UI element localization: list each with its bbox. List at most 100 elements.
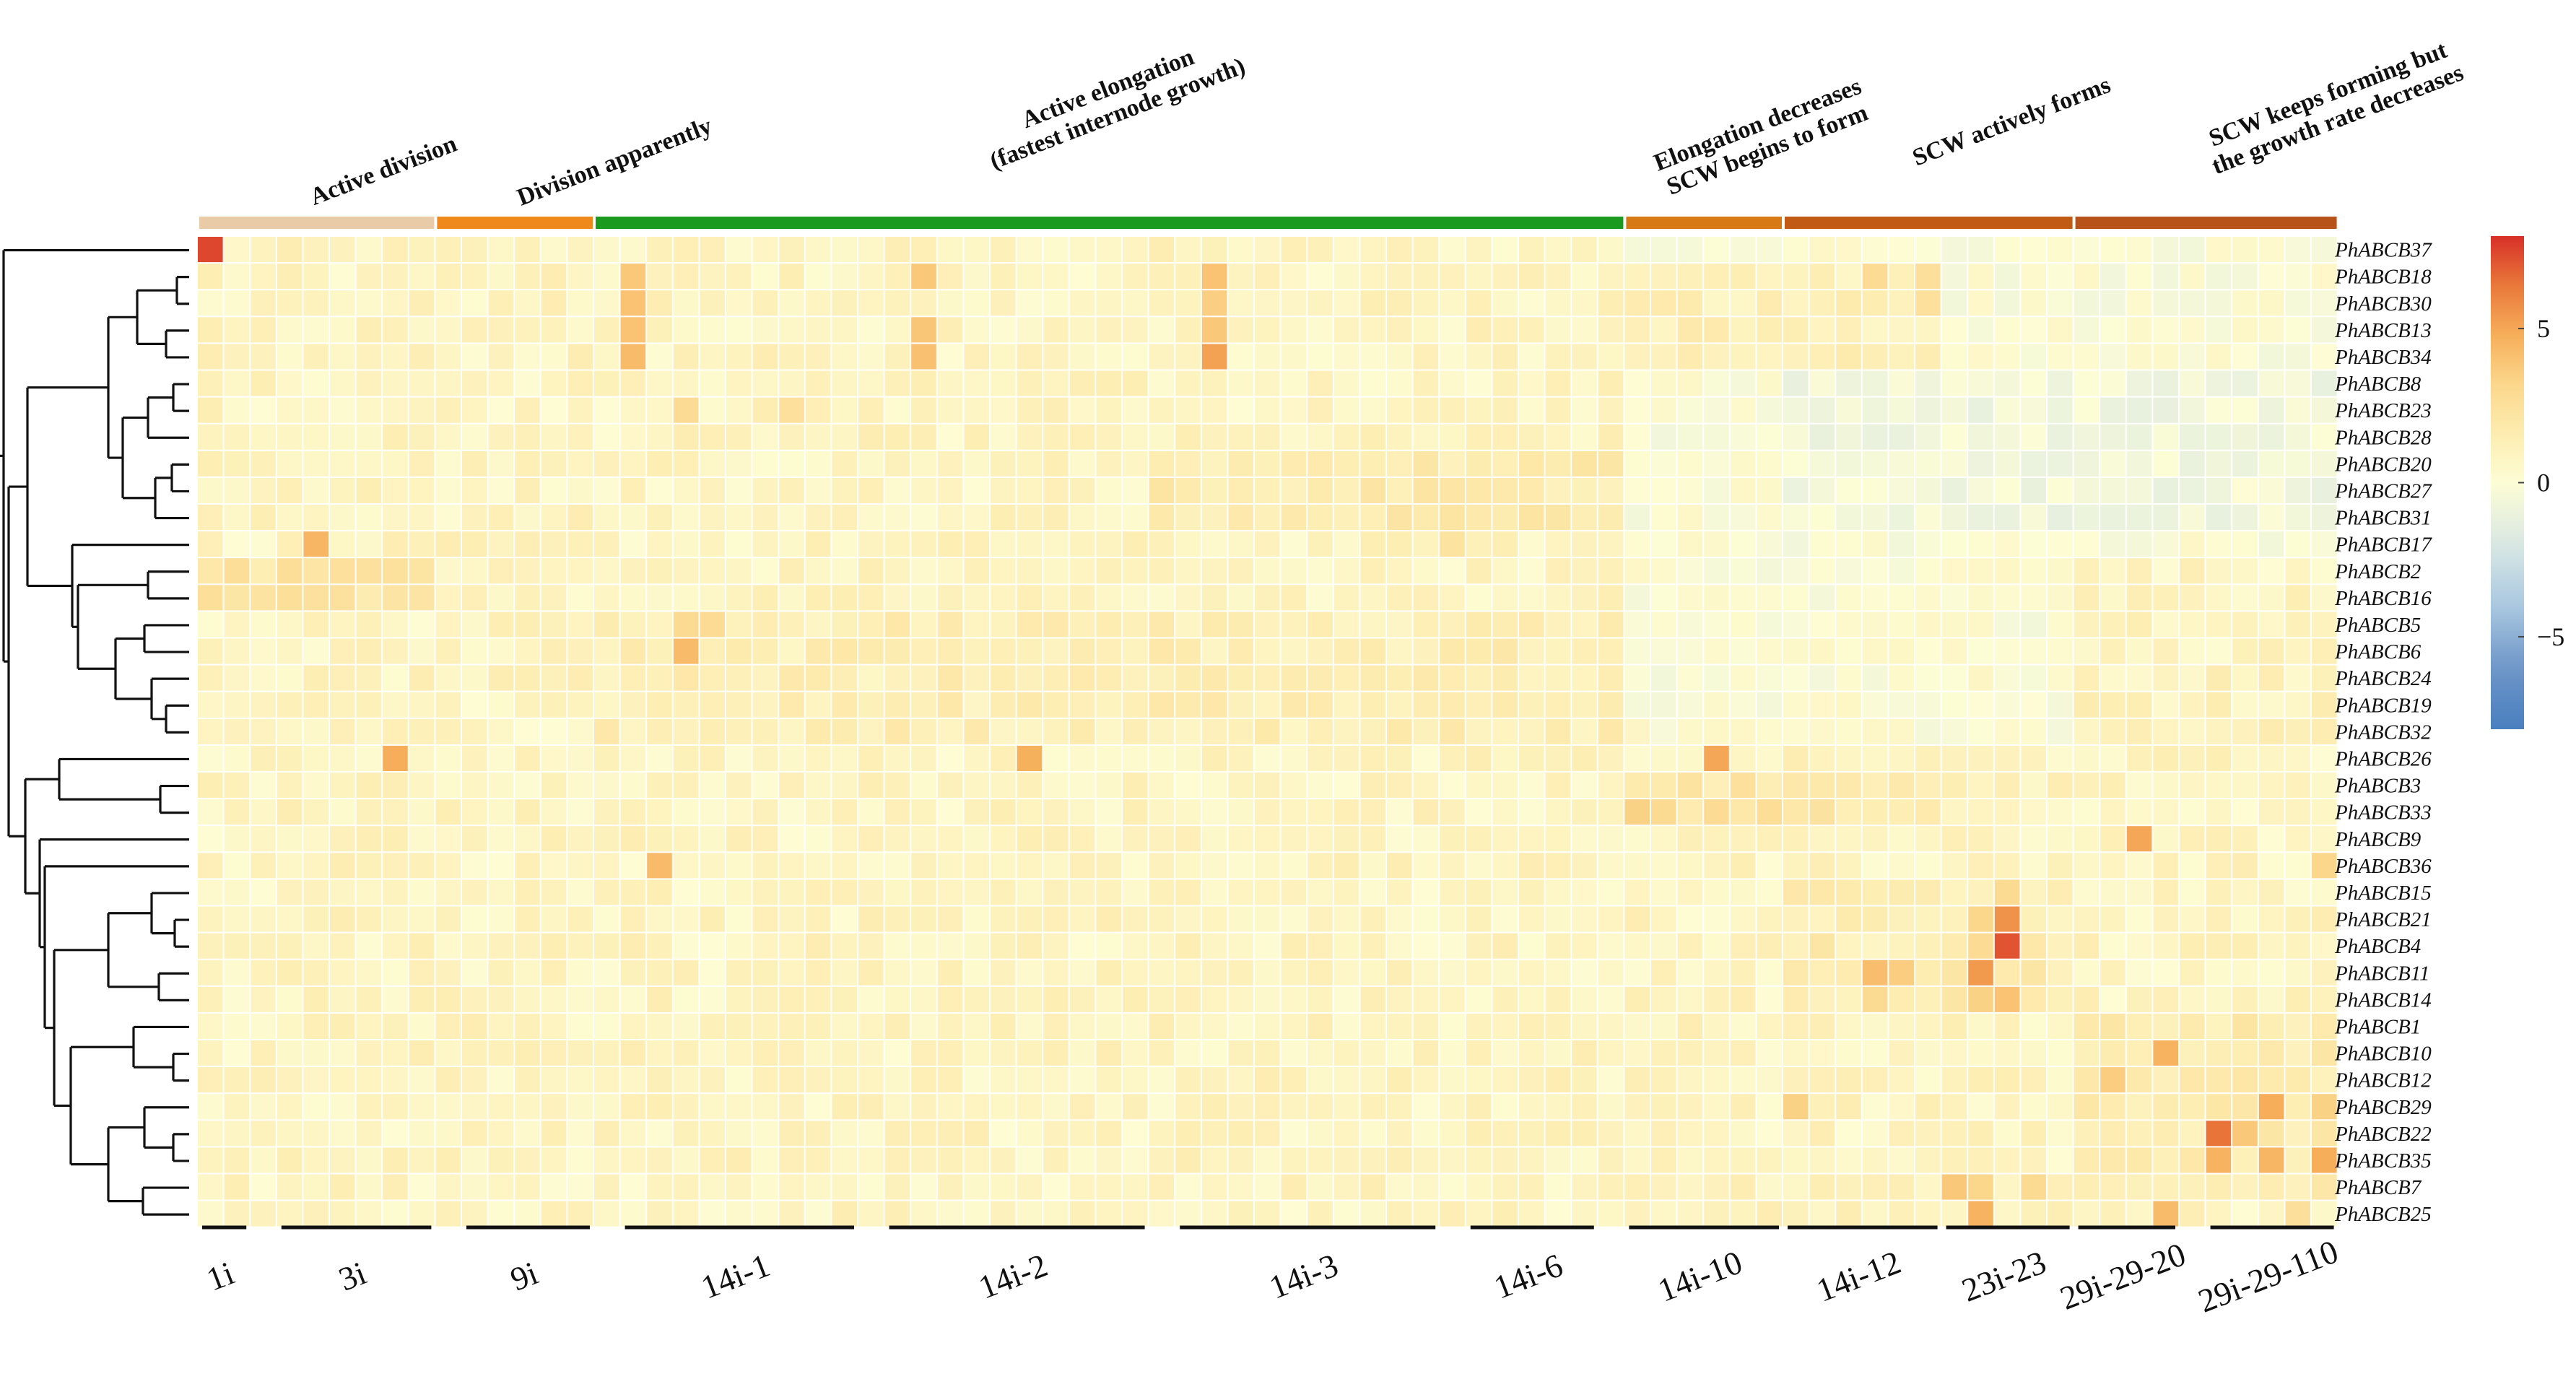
heatmap-cell bbox=[567, 1094, 593, 1120]
heatmap-cell bbox=[1255, 505, 1280, 531]
heatmap-cell bbox=[1651, 370, 1676, 396]
heatmap-cell bbox=[1413, 477, 1439, 503]
heatmap-cell bbox=[198, 424, 223, 450]
heatmap-cell bbox=[647, 370, 672, 396]
heatmap-cell bbox=[1307, 424, 1333, 450]
heatmap-cell bbox=[2153, 986, 2178, 1012]
heatmap-cell bbox=[488, 718, 514, 744]
heatmap-cell bbox=[2021, 665, 2046, 691]
heatmap-cell bbox=[2258, 264, 2284, 290]
stage-bar bbox=[437, 217, 593, 229]
heatmap-cell bbox=[409, 986, 435, 1012]
heatmap-cell bbox=[911, 585, 936, 611]
heatmap-cell bbox=[330, 1147, 355, 1173]
heatmap-cell bbox=[1862, 317, 1888, 343]
heatmap-cell bbox=[277, 477, 303, 503]
heatmap-cell bbox=[251, 1174, 276, 1200]
heatmap-cell bbox=[1440, 906, 1465, 932]
heatmap-cell bbox=[805, 451, 831, 477]
heatmap-cell bbox=[1730, 745, 1756, 771]
heatmap-cell bbox=[1387, 237, 1412, 263]
gene-label: PhABCB22 bbox=[2334, 1123, 2432, 1146]
heatmap-cell bbox=[1519, 826, 1544, 852]
heatmap-cell bbox=[991, 1067, 1016, 1093]
heatmap-cell bbox=[1624, 397, 1650, 423]
heatmap-cell bbox=[1994, 1201, 2020, 1227]
heatmap-cell bbox=[251, 773, 276, 799]
heatmap-cell bbox=[805, 986, 831, 1012]
heatmap-cell bbox=[1255, 1201, 1280, 1227]
heatmap-cell bbox=[1519, 558, 1544, 584]
heatmap-cell bbox=[1201, 879, 1227, 905]
heatmap-cell bbox=[1889, 1094, 1914, 1120]
heatmap-cell bbox=[1994, 585, 2020, 611]
heatmap-cell bbox=[2232, 665, 2258, 691]
heatmap-cell bbox=[1836, 317, 1861, 343]
heatmap-cell bbox=[1255, 344, 1280, 370]
heatmap-cell bbox=[1466, 1013, 1492, 1039]
heatmap-cell bbox=[1545, 1201, 1571, 1227]
heatmap-cell bbox=[1572, 397, 1597, 423]
heatmap-cell bbox=[2126, 826, 2152, 852]
heatmap-cell bbox=[1730, 718, 1756, 744]
gene-label: PhABCB11 bbox=[2334, 962, 2430, 985]
heatmap-cell bbox=[1704, 718, 1729, 744]
heatmap-cell bbox=[1968, 745, 1993, 771]
heatmap-cell bbox=[462, 879, 487, 905]
heatmap-cell bbox=[1492, 773, 1518, 799]
heatmap-cell bbox=[1307, 826, 1333, 852]
heatmap-cell bbox=[1413, 264, 1439, 290]
heatmap-cell bbox=[515, 879, 540, 905]
heatmap-cell bbox=[1492, 745, 1518, 771]
heatmap-cell bbox=[2126, 1067, 2152, 1093]
heatmap-cell bbox=[1757, 718, 1782, 744]
heatmap-cell bbox=[541, 344, 567, 370]
heatmap-cell bbox=[620, 1121, 646, 1147]
heatmap-cell bbox=[303, 1121, 328, 1147]
heatmap-cell bbox=[2074, 638, 2099, 664]
heatmap-cell bbox=[409, 612, 435, 638]
heatmap-cell bbox=[1440, 853, 1465, 879]
heatmap-cell bbox=[277, 1067, 303, 1093]
heatmap-cell bbox=[1466, 451, 1492, 477]
heatmap-cell bbox=[2285, 237, 2310, 263]
heatmap-cell bbox=[1387, 290, 1412, 316]
heatmap-cell bbox=[1598, 558, 1624, 584]
heatmap-cell bbox=[1519, 879, 1544, 905]
heatmap-cell bbox=[2126, 1147, 2152, 1173]
heatmap-cell bbox=[383, 826, 408, 852]
heatmap-cell bbox=[832, 692, 857, 718]
heatmap-cell bbox=[1704, 531, 1729, 557]
heatmap-cell bbox=[1069, 826, 1095, 852]
heatmap-cell bbox=[991, 773, 1016, 799]
heatmap-cell bbox=[647, 1147, 672, 1173]
heatmap-cell bbox=[1492, 1174, 1518, 1200]
heatmap-cell bbox=[911, 397, 936, 423]
heatmap-cell bbox=[409, 718, 435, 744]
heatmap-cell bbox=[779, 879, 804, 905]
heatmap-cell bbox=[2048, 317, 2073, 343]
heatmap-cell bbox=[1704, 612, 1729, 638]
heatmap-cell bbox=[2180, 237, 2205, 263]
heatmap-cell bbox=[1307, 853, 1333, 879]
heatmap-cell bbox=[2180, 960, 2205, 986]
heatmap-cell bbox=[832, 960, 857, 986]
heatmap-cell bbox=[1333, 264, 1359, 290]
heatmap-cell bbox=[356, 290, 382, 316]
heatmap-cell bbox=[1017, 317, 1043, 343]
heatmap-cell bbox=[2312, 612, 2337, 638]
heatmap-cell bbox=[620, 505, 646, 531]
heatmap-cell bbox=[2126, 986, 2152, 1012]
heatmap-cell bbox=[409, 933, 435, 959]
heatmap-cell bbox=[1201, 344, 1227, 370]
heatmap-cell bbox=[330, 1067, 355, 1093]
heatmap-cell bbox=[251, 1094, 276, 1120]
heatmap-cell bbox=[752, 585, 778, 611]
heatmap-cell bbox=[1677, 718, 1703, 744]
heatmap-cell bbox=[1519, 264, 1544, 290]
heatmap-cell bbox=[1069, 799, 1095, 825]
heatmap-cell bbox=[541, 424, 567, 450]
heatmap-cell bbox=[1994, 290, 2020, 316]
heatmap-cell bbox=[1968, 612, 1993, 638]
heatmap-cell bbox=[911, 1147, 936, 1173]
